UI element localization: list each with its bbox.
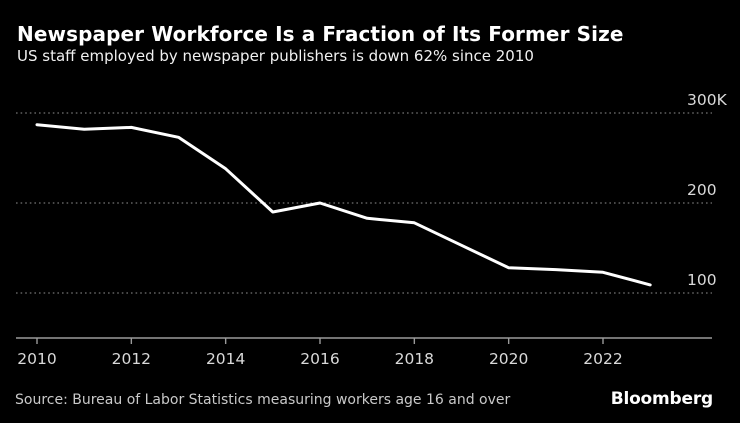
x-axis-tick-label: 2010 xyxy=(17,350,56,368)
y-axis-label: 100 xyxy=(687,271,717,289)
x-axis-tick-label: 2012 xyxy=(112,350,151,368)
x-axis-tick-label: 2020 xyxy=(489,350,528,368)
y-axis-label: 200 xyxy=(687,181,717,199)
x-axis-tick-label: 2014 xyxy=(206,350,245,368)
x-axis-tick-label: 2016 xyxy=(300,350,339,368)
source-note: Source: Bureau of Labor Statistics measu… xyxy=(15,392,511,408)
x-axis-tick-label: 2018 xyxy=(395,350,434,368)
y-axis-label: 300K xyxy=(687,91,728,109)
x-axis-tick-label: 2022 xyxy=(583,350,622,368)
chart-title: Newspaper Workforce Is a Fraction of Its… xyxy=(17,22,624,46)
bloomberg-logo: Bloomberg xyxy=(610,389,714,409)
employment-data-line xyxy=(35,123,652,287)
chart-subtitle: US staff employed by newspaper publisher… xyxy=(17,47,534,65)
